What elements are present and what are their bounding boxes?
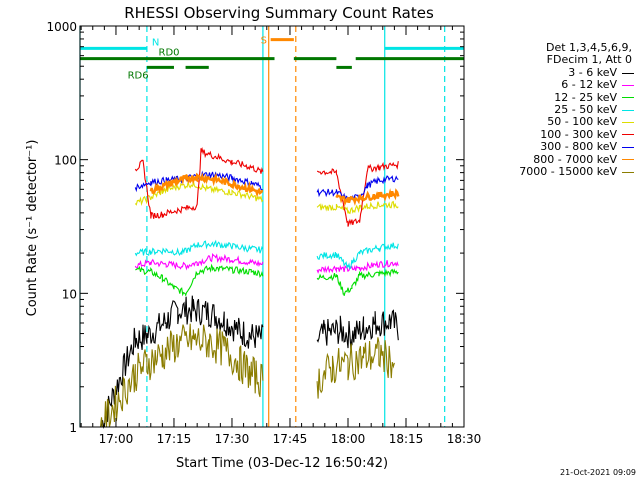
- legend-entries: 3 - 6 keV 6 - 12 keV 12 - 25 keV 25 - 50 ke…: [492, 65, 634, 179]
- series-4-segment-1: [316, 200, 399, 215]
- legend-entry-0: 3 - 6 keV: [492, 65, 634, 79]
- legend-swatch: [622, 72, 634, 74]
- series-7: [149, 172, 400, 207]
- legend-entry-5: 100 - 300 keV: [492, 127, 634, 141]
- chart-title: RHESSI Observing Summary Count Rates: [124, 4, 434, 22]
- legend-swatch: [622, 134, 634, 136]
- legend-swatch: [622, 109, 634, 111]
- series-8-segment-1: [316, 337, 395, 399]
- flag-bars: N S RD0 RD6: [80, 36, 464, 81]
- x-tick-label-1715: 17:15: [157, 432, 192, 446]
- legend-entry-4: 50 - 100 keV: [492, 115, 634, 129]
- x-tick-label-1700: 17:00: [99, 432, 134, 446]
- series-0-segment-0: [99, 295, 264, 430]
- legend-entry-6: 300 - 800 keV: [492, 140, 634, 154]
- legend-label: 300 - 800 keV: [540, 140, 617, 154]
- series-2-segment-0: [135, 263, 264, 297]
- series-1: [134, 252, 399, 274]
- x-axis: 17:00 17:15 17:30 17:45 18:00 18:15 18:30: [80, 26, 482, 446]
- series-5-segment-0: [134, 146, 264, 219]
- flag-label-rd0: RD0: [159, 48, 180, 59]
- legend-entry-3: 25 - 50 keV: [492, 102, 634, 116]
- x-tick-label-1745: 17:45: [273, 432, 308, 446]
- legend-swatch: [622, 146, 634, 148]
- y-axis: 1 10 100 1000: [46, 20, 464, 435]
- legend: Det 1,3,4,5,6,9, FDecim 1, Att 0 3 - 6 k…: [492, 41, 634, 179]
- legend-label: 800 - 7000 keV: [533, 152, 617, 166]
- series-2: [135, 263, 399, 297]
- series-1-segment-0: [134, 252, 264, 271]
- plot-frame: [79, 25, 465, 428]
- series-5: [134, 146, 399, 227]
- series-5-segment-1: [316, 161, 399, 227]
- legend-header-line-2: FDecim 1, Att 0: [546, 53, 632, 67]
- legend-swatch: [622, 84, 634, 86]
- legend-swatch: [622, 171, 634, 173]
- x-tick-label-1800: 18:00: [331, 432, 366, 446]
- y-tick-label-1000: 1000: [46, 20, 77, 34]
- y-tick-label-100: 100: [54, 154, 77, 168]
- series-0-segment-1: [316, 309, 399, 350]
- series-3-segment-1: [316, 242, 399, 270]
- series-8: [99, 323, 395, 428]
- flag-label-rd6: RD6: [128, 70, 149, 81]
- x-axis-label: Start Time (03-Dec-12 16:50:42): [176, 456, 388, 471]
- series-layer: [99, 146, 400, 430]
- flag-label-s: S: [261, 36, 267, 47]
- y-tick-label-10: 10: [62, 287, 77, 301]
- legend-entry-1: 6 - 12 keV: [492, 78, 634, 92]
- flag-label-n: N: [152, 37, 159, 48]
- legend-label: 3 - 6 keV: [568, 65, 617, 79]
- y-tick-label-1: 1: [69, 421, 77, 435]
- series-7-segment-0: [149, 172, 264, 198]
- y-axis-label: Count Rate (s⁻¹ detector⁻¹): [25, 140, 40, 317]
- x-tick-label-1830: 18:30: [447, 432, 482, 446]
- legend-label: 12 - 25 keV: [554, 90, 617, 104]
- legend-label: 100 - 300 keV: [540, 127, 617, 141]
- legend-entry-2: 12 - 25 keV: [492, 90, 634, 104]
- series-3-segment-0: [134, 239, 264, 257]
- series-3: [134, 239, 399, 270]
- legend-entry-7: 800 - 7000 keV: [492, 152, 634, 166]
- legend-label: 25 - 50 keV: [554, 102, 617, 116]
- legend-label: 6 - 12 keV: [561, 78, 617, 92]
- series-7-segment-1: [335, 188, 400, 207]
- legend-swatch: [622, 159, 634, 161]
- series-8-segment-0: [99, 323, 264, 428]
- series-0: [99, 295, 399, 430]
- legend-swatch: [622, 122, 634, 124]
- legend-entry-8: 7000 - 15000 keV: [492, 164, 634, 178]
- legend-label: 50 - 100 keV: [547, 115, 617, 129]
- series-1-segment-1: [316, 260, 399, 274]
- x-tick-label-1815: 18:15: [389, 432, 424, 446]
- legend-header-line-1: Det 1,3,4,5,6,9,: [545, 41, 632, 54]
- date-stamp: 21-Oct-2021 09:09: [560, 468, 636, 477]
- series-4: [134, 180, 399, 215]
- series-4-segment-0: [134, 180, 264, 206]
- legend-swatch: [622, 97, 634, 99]
- series-6-segment-1: [316, 175, 399, 203]
- series-2-segment-1: [316, 268, 399, 297]
- legend-label: 7000 - 15000 keV: [519, 164, 617, 178]
- x-tick-label-1730: 17:30: [215, 432, 250, 446]
